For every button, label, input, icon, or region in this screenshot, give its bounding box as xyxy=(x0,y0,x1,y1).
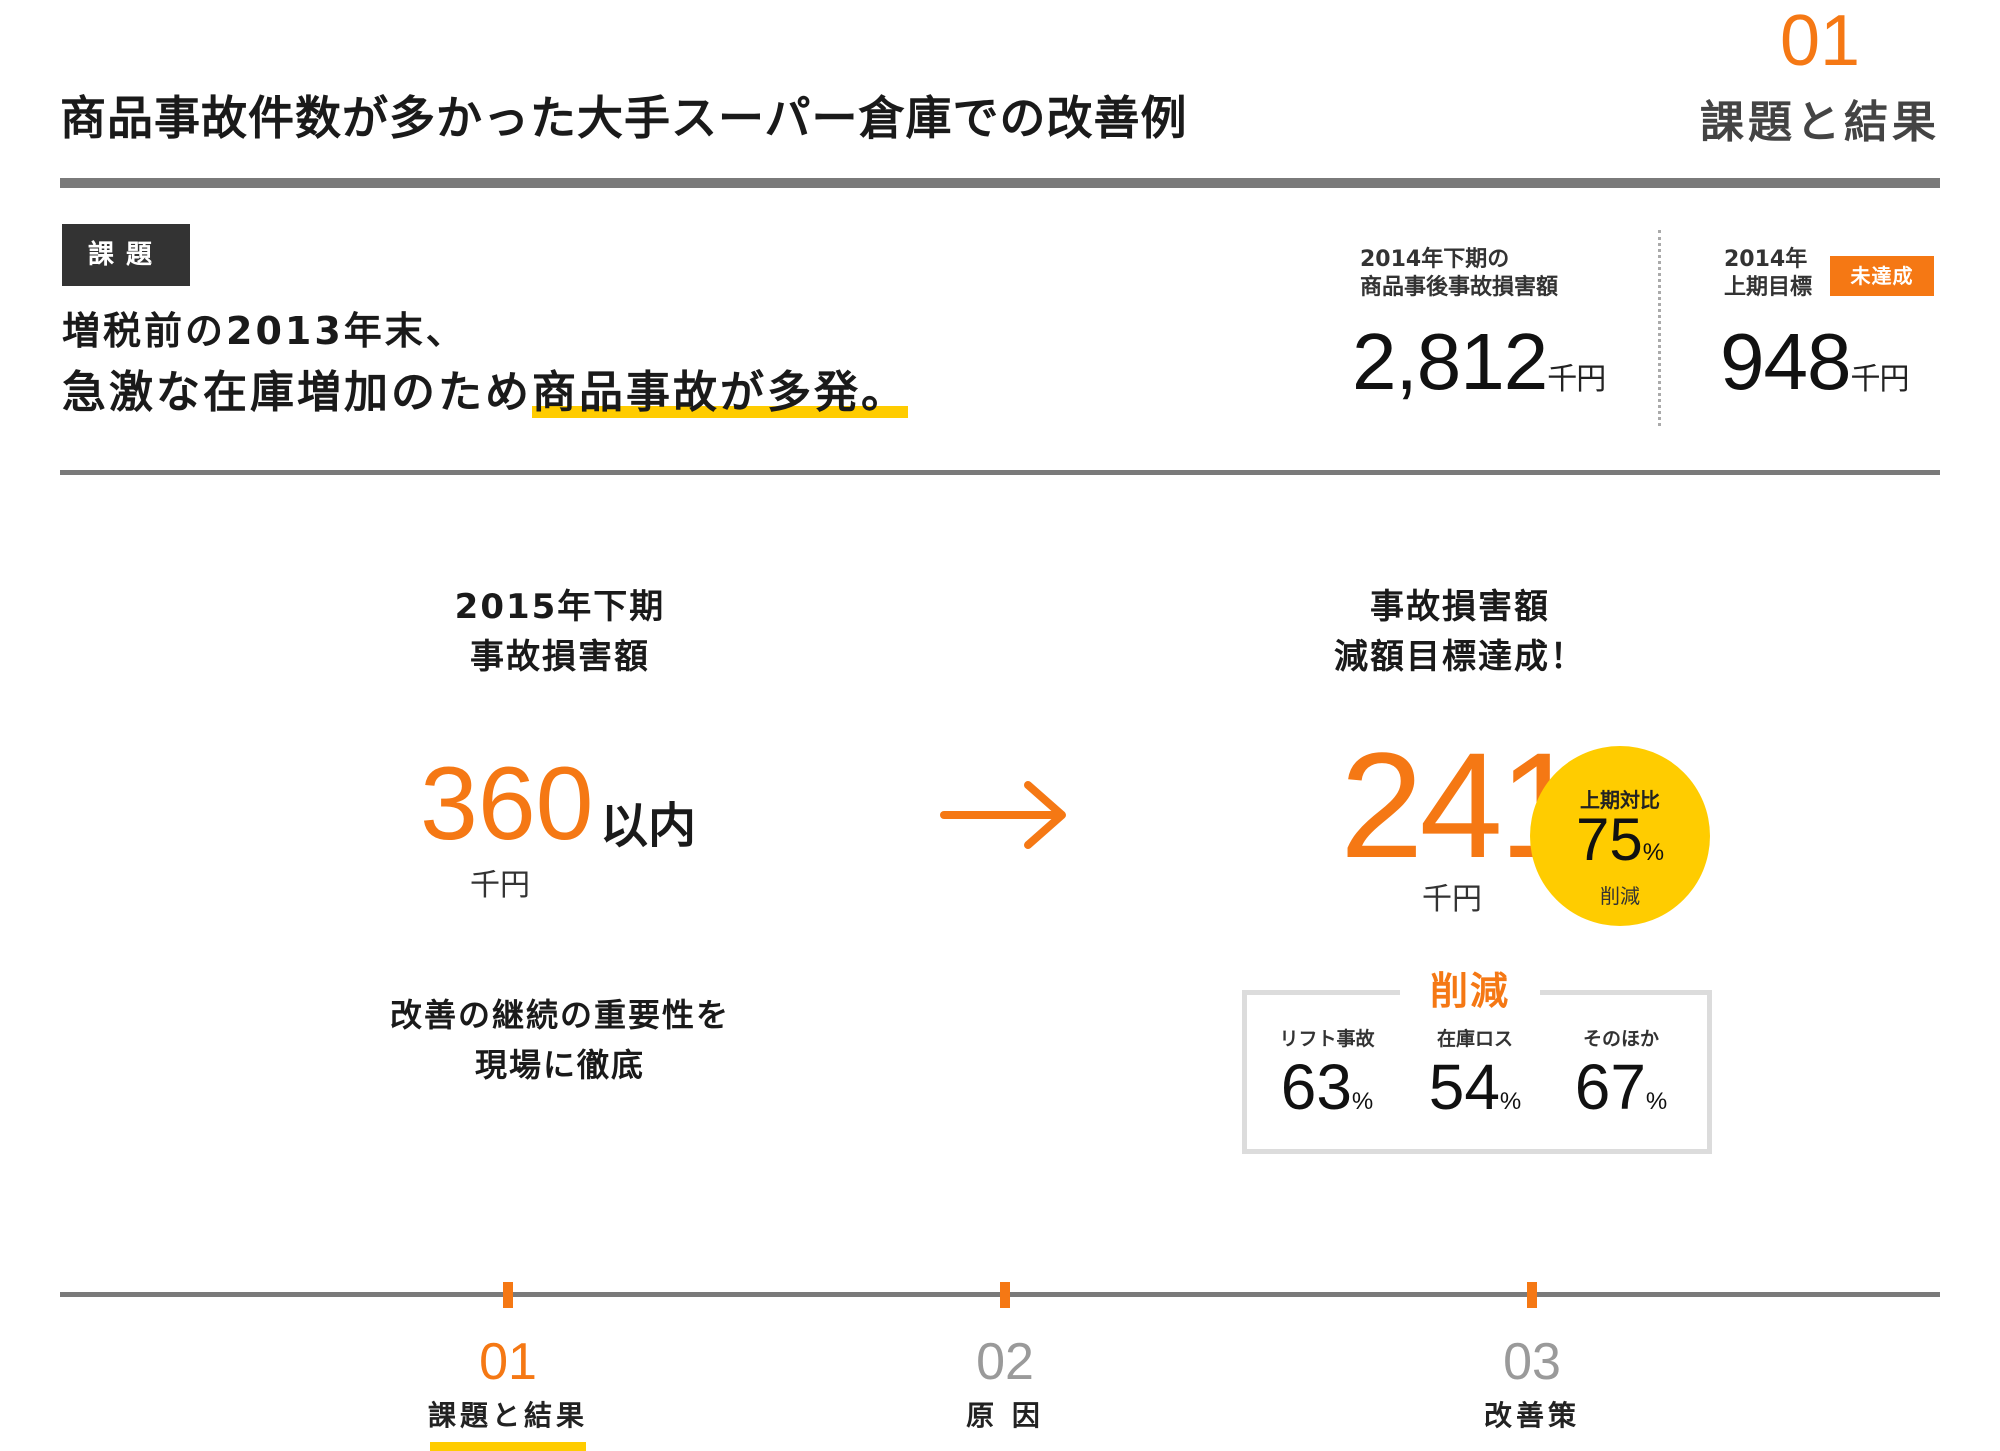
issue-tag: 課題 xyxy=(62,224,190,286)
issue-divider xyxy=(60,470,1940,475)
header-divider xyxy=(60,178,1940,188)
metric-divider xyxy=(1658,230,1661,426)
reduction-item-number: 54 xyxy=(1428,1051,1500,1123)
not-achieved-badge: 未達成 xyxy=(1830,256,1934,296)
reduction-item-value: 63% xyxy=(1252,1051,1402,1138)
damage-label: 2014年下期の 商品事後事故損害額 xyxy=(1360,246,1558,302)
reduction-item-number: 67 xyxy=(1574,1051,1646,1123)
target-label-line2: 上期目標 xyxy=(1724,275,1813,300)
issue-text-plain: 急激な在庫増加のため xyxy=(62,367,532,418)
reduction-item-value: 67% xyxy=(1546,1051,1696,1138)
plan-value: 360 xyxy=(420,746,594,862)
damage-value: 2,812千円 xyxy=(1352,316,1606,408)
reduction-item-label: そのほか xyxy=(1582,1028,1659,1050)
issue-text-line1: 増税前の2013年末、 xyxy=(62,309,467,353)
result-title: 事故損害額 減額目標達成！ xyxy=(1260,582,1660,682)
nav-item-02[interactable]: 02 原 因 xyxy=(885,1334,1125,1434)
nav-item-01[interactable]: 01 課題と結果 xyxy=(388,1334,628,1451)
result-title-line1: 事故損害額 xyxy=(1370,587,1550,627)
target-label: 2014年 上期目標 xyxy=(1724,246,1812,302)
target-value: 948千円 xyxy=(1720,316,1909,408)
target-unit: 千円 xyxy=(1850,363,1909,396)
issue-text-highlight: 商品事故が多発。 xyxy=(532,367,908,418)
damage-unit: 千円 xyxy=(1547,363,1606,396)
nav-item-03[interactable]: 03 改善策 xyxy=(1412,1334,1652,1434)
reduction-item: そのほか 67% xyxy=(1546,1024,1696,1138)
section-number: 01 xyxy=(1779,1,1861,81)
arrow-right-icon xyxy=(940,781,1066,849)
nav-item-number: 02 xyxy=(976,1333,1034,1391)
damage-label-line2: 商品事後事故損害額 xyxy=(1360,275,1559,300)
reduction-item: リフト事故 63% xyxy=(1252,1024,1402,1138)
reduction-rate-label: 上期対比 xyxy=(1580,788,1660,812)
reduction-title: 削減 xyxy=(1400,960,1540,1015)
plan-title-line1: 2015年下期 xyxy=(454,587,666,627)
reduction-item-label: リフト事故 xyxy=(1279,1028,1375,1050)
reduction-rate-number: 75 xyxy=(1575,806,1643,873)
damage-number: 2,812 xyxy=(1352,317,1548,406)
page-title: 商品事故件数が多かった大手スーパー倉庫での改善例 xyxy=(60,91,1188,145)
plan-title: 2015年下期 事故損害額 xyxy=(360,582,760,682)
result-title-line2: 減額目標達成！ xyxy=(1334,637,1586,677)
target-number: 948 xyxy=(1720,317,1851,406)
reduction-item-number: 63 xyxy=(1280,1051,1352,1123)
nav-item-label: 原 因 xyxy=(966,1399,1044,1432)
reduction-rate-sub: 削減 xyxy=(1600,884,1640,908)
damage-label-line1: 2014年下期の xyxy=(1360,247,1510,272)
nav-marker xyxy=(503,1282,513,1308)
plan-value-unit: 千円 xyxy=(470,868,530,903)
reduction-item-percent: % xyxy=(1351,1088,1374,1115)
nav-item-number: 01 xyxy=(479,1333,537,1391)
section-title: 課題と結果 xyxy=(1700,97,1940,148)
reduction-item-percent: % xyxy=(1499,1088,1522,1115)
plan-note-line1: 改善の継続の重要性を xyxy=(389,996,730,1034)
nav-marker xyxy=(1527,1282,1537,1308)
reduction-rate-value: 75% xyxy=(1530,808,1710,885)
nav-active-underline xyxy=(430,1442,586,1451)
reduction-item-value: 54% xyxy=(1400,1051,1550,1138)
reduction-item: 在庫ロス 54% xyxy=(1400,1024,1550,1138)
nav-marker xyxy=(1000,1282,1010,1308)
reduction-rate-percent: % xyxy=(1642,839,1665,866)
reduction-rate-circle: 上期対比 75% 削減 xyxy=(1530,746,1710,926)
plan-value-suffix: 以内 xyxy=(600,798,697,854)
result-value-unit: 千円 xyxy=(1422,882,1482,917)
reduction-item-percent: % xyxy=(1645,1088,1668,1115)
reduction-item-label: 在庫ロス xyxy=(1436,1028,1513,1050)
plan-title-line2: 事故損害額 xyxy=(470,637,650,677)
issue-text-line2: 急激な在庫増加のため商品事故が多発。 xyxy=(62,356,908,420)
nav-item-number: 03 xyxy=(1503,1333,1561,1391)
plan-note: 改善の継続の重要性を 現場に徹底 xyxy=(330,990,790,1090)
nav-item-label: 改善策 xyxy=(1483,1399,1580,1432)
nav-item-label: 課題と結果 xyxy=(427,1399,588,1432)
target-label-line1: 2014年 xyxy=(1724,247,1808,272)
plan-note-line2: 現場に徹底 xyxy=(474,1046,645,1084)
